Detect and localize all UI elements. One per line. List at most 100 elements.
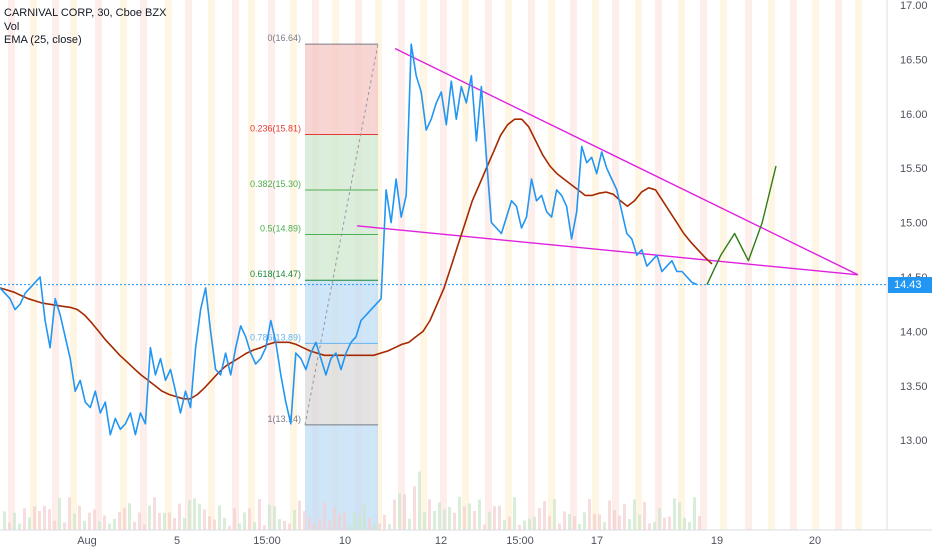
fib-level-label: 0.382(15.30) <box>250 179 301 189</box>
session-band <box>208 0 215 530</box>
projection-series[interactable] <box>706 165 777 285</box>
volume-bar <box>483 524 486 530</box>
volume-bar <box>398 493 401 530</box>
session-band <box>505 0 512 530</box>
volume-bar <box>218 505 221 530</box>
volume-bar <box>253 522 256 530</box>
time-axis[interactable]: Aug 5 15:00 10 12 15:00 17 19 20 <box>77 535 821 547</box>
volume-bar <box>448 506 451 530</box>
session-band <box>52 0 59 530</box>
volume-bar <box>163 512 166 530</box>
volume-bar <box>653 521 656 530</box>
volume-bar <box>698 515 701 530</box>
volume-bar <box>678 502 681 530</box>
price-series <box>0 43 698 436</box>
price-axis-label: 15.00 <box>900 218 928 230</box>
volume-bar <box>433 511 436 530</box>
lower-trendline[interactable] <box>356 225 859 276</box>
session-band <box>8 0 15 530</box>
volume-bar <box>363 504 366 530</box>
volume-bar <box>13 512 16 530</box>
volume-bar <box>48 509 51 530</box>
volume-bar <box>528 519 531 530</box>
volume-bars <box>3 471 701 530</box>
trendlines[interactable] <box>356 47 859 276</box>
volume-bar <box>158 512 161 530</box>
session-band <box>398 0 405 530</box>
session-band <box>485 0 492 530</box>
volume-bar <box>173 518 176 530</box>
volume-bar <box>568 513 571 530</box>
volume-bar <box>603 522 606 530</box>
session-band <box>700 0 707 530</box>
time-axis-label: 10 <box>339 535 351 547</box>
volume-bar <box>263 525 266 530</box>
volume-bar <box>383 514 386 530</box>
volume-bar <box>548 515 551 530</box>
volume-bar <box>538 508 541 530</box>
time-axis-label: 5 <box>174 535 180 547</box>
volume-bar <box>583 512 586 530</box>
volume-bar <box>128 503 131 530</box>
volume-bar <box>198 503 201 530</box>
volume-bar <box>588 498 591 530</box>
price-axis[interactable]: 17.0016.5016.0015.5015.0014.5014.0013.50… <box>900 0 928 447</box>
volume-bar <box>343 511 346 530</box>
volume-bar <box>103 515 106 530</box>
volume-bar <box>503 519 506 530</box>
fib-level-label: 0.5(14.89) <box>260 224 301 234</box>
volume-bar <box>133 521 136 530</box>
volume-bar <box>488 511 491 530</box>
session-band <box>592 0 599 530</box>
volume-bar <box>83 520 86 530</box>
volume-bar <box>648 523 651 530</box>
volume-bar <box>533 516 536 530</box>
volume-bar <box>278 519 281 530</box>
volume-bar <box>658 508 661 530</box>
volume-bar <box>663 517 666 530</box>
time-axis-label: 12 <box>435 535 447 547</box>
volume-bar <box>118 511 121 530</box>
volume-bar <box>353 512 356 530</box>
volume-bar <box>138 512 141 530</box>
ema-indicator-label[interactable]: EMA (25, close) <box>4 34 82 46</box>
volume-bar <box>403 494 406 530</box>
volume-bar <box>313 524 316 530</box>
ema-line <box>0 118 713 400</box>
volume-bar <box>393 499 396 530</box>
fib-zone <box>305 424 378 530</box>
session-band <box>440 0 447 530</box>
fib-zone <box>305 343 378 425</box>
volume-bar <box>318 519 321 530</box>
time-axis-label: 15:00 <box>506 535 534 547</box>
volume-bar <box>168 512 171 530</box>
volume-bar <box>148 505 151 530</box>
session-band <box>165 0 172 530</box>
volume-bar <box>268 504 271 530</box>
price-axis-label: 17.00 <box>900 0 928 12</box>
volume-bar <box>413 486 416 530</box>
session-band <box>420 0 427 530</box>
symbol-title[interactable]: CARNIVAL CORP, 30, Cboe BZX <box>4 7 167 19</box>
volume-bar <box>53 520 56 530</box>
volume-bar <box>43 505 46 530</box>
volume-bar <box>443 509 446 530</box>
session-band <box>140 0 147 530</box>
price-line <box>0 43 698 436</box>
volume-bar <box>78 505 81 530</box>
session-band <box>462 0 469 530</box>
volume-bar <box>373 523 376 530</box>
session-band <box>120 0 127 530</box>
volume-bar <box>108 523 111 530</box>
volume-bar <box>238 523 241 530</box>
volume-bar <box>428 499 431 530</box>
volume-indicator-label[interactable]: Vol <box>4 20 20 33</box>
volume-bar <box>478 499 481 530</box>
volume-bar <box>518 524 521 530</box>
fib-level-label: 0(16.64) <box>267 33 301 43</box>
volume-bar <box>228 525 231 530</box>
volume-bar <box>673 498 676 530</box>
volume-bar <box>193 498 196 530</box>
volume-bar <box>423 512 426 530</box>
